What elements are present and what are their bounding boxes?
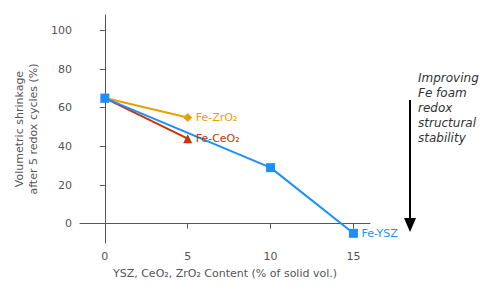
svg-text:redox: redox	[418, 101, 453, 115]
svg-text:Fe-YSZ: Fe-YSZ	[361, 227, 398, 240]
svg-text:0: 0	[101, 250, 108, 263]
svg-text:10: 10	[264, 250, 278, 263]
svg-text:40: 40	[58, 140, 72, 153]
svg-text:20: 20	[58, 179, 72, 192]
svg-text:60: 60	[58, 101, 72, 114]
svg-text:after 5 redox cycles (%): after 5 redox cycles (%)	[27, 63, 40, 194]
svg-text:Fe foam: Fe foam	[418, 86, 467, 100]
svg-text:Volumetric shrinkage: Volumetric shrinkage	[13, 71, 26, 188]
svg-text:structural: structural	[418, 116, 477, 130]
svg-text:Improving: Improving	[418, 71, 479, 85]
svg-text:80: 80	[58, 63, 72, 76]
svg-text:5: 5	[184, 250, 191, 263]
svg-text:Fe-CeO₂: Fe-CeO₂	[196, 132, 240, 145]
svg-text:15: 15	[346, 250, 360, 263]
svg-text:YSZ, CeO₂, ZrO₂ Content (% of: YSZ, CeO₂, ZrO₂ Content (% of solid vol.…	[112, 267, 337, 280]
svg-text:0: 0	[65, 217, 72, 230]
svg-text:Fe-ZrO₂: Fe-ZrO₂	[196, 111, 238, 124]
svg-text:stability: stability	[418, 131, 467, 145]
svg-text:100: 100	[51, 24, 72, 37]
